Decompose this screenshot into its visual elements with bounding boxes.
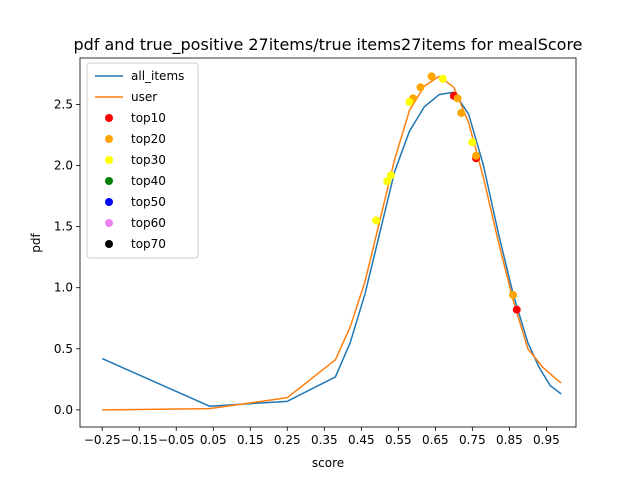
legend-marker-top10 <box>105 114 113 122</box>
plot-area: −0.25 −0.15 −0.05 0.05 0.15 0.25 0.35 0.45 0.55 0… <box>54 57 577 447</box>
x-tick-label: 0.65 <box>422 433 449 447</box>
x-tick-label: 0.25 <box>274 433 301 447</box>
legend-marker-top30 <box>105 156 113 164</box>
point-top30 <box>372 216 381 225</box>
chart-title: pdf and true_positive 27items/true items… <box>73 35 582 55</box>
legend-label-top20: top20 <box>131 132 166 146</box>
legend-label-top70: top70 <box>131 237 166 251</box>
legend-label-top10: top10 <box>131 111 166 125</box>
legend-marker-top70 <box>105 240 113 248</box>
x-tick-label: 0.15 <box>237 433 264 447</box>
y-tick-label: 1.0 <box>54 281 73 295</box>
x-tick-label: 0.95 <box>533 433 560 447</box>
legend-label-all-items: all_items <box>131 69 184 83</box>
point-top20 <box>416 83 425 92</box>
legend-label-top30: top30 <box>131 153 166 167</box>
point-top20 <box>427 72 436 81</box>
legend-label-user: user <box>131 90 157 104</box>
y-tick-label: 0.0 <box>54 403 73 417</box>
x-tick-label: 0.55 <box>385 433 412 447</box>
point-top30 <box>468 138 477 147</box>
point-top30 <box>438 74 447 83</box>
legend-box <box>86 62 199 259</box>
legend-label-top50: top50 <box>131 195 166 209</box>
legend-marker-top50 <box>105 198 113 206</box>
y-tick-label: 2.0 <box>54 159 73 173</box>
legend-marker-top20 <box>105 135 113 143</box>
x-tick-label: 0.45 <box>348 433 375 447</box>
legend-marker-top60 <box>105 219 113 227</box>
x-tick-label: 0.75 <box>459 433 486 447</box>
point-top10 <box>512 305 521 314</box>
y-tick-label: 1.5 <box>54 220 73 234</box>
legend-label-top60: top60 <box>131 216 166 230</box>
x-tick-label: 0.05 <box>200 433 227 447</box>
point-top30 <box>386 171 395 180</box>
x-axis-label: score <box>312 456 344 470</box>
point-top20 <box>509 291 518 300</box>
y-axis-label: pdf <box>29 233 43 253</box>
x-tick-label: −0.05 <box>158 433 195 447</box>
point-top30 <box>405 97 414 106</box>
series-line-all-items <box>101 91 562 407</box>
axes-frame <box>79 57 577 428</box>
data-layer <box>101 72 562 411</box>
point-top20 <box>457 108 466 117</box>
x-tick-label: −0.25 <box>84 433 121 447</box>
legend-marker-top40 <box>105 177 113 185</box>
legend-label-top40: top40 <box>131 174 166 188</box>
point-top20 <box>472 151 481 160</box>
y-tick-label: 2.5 <box>54 97 73 111</box>
point-top20 <box>453 94 462 103</box>
point-top30 <box>383 177 392 186</box>
y-tick-label: 0.5 <box>54 342 73 356</box>
x-tick-label: 0.35 <box>311 433 338 447</box>
x-tick-label: −0.15 <box>121 433 158 447</box>
x-tick-label: 0.85 <box>496 433 523 447</box>
